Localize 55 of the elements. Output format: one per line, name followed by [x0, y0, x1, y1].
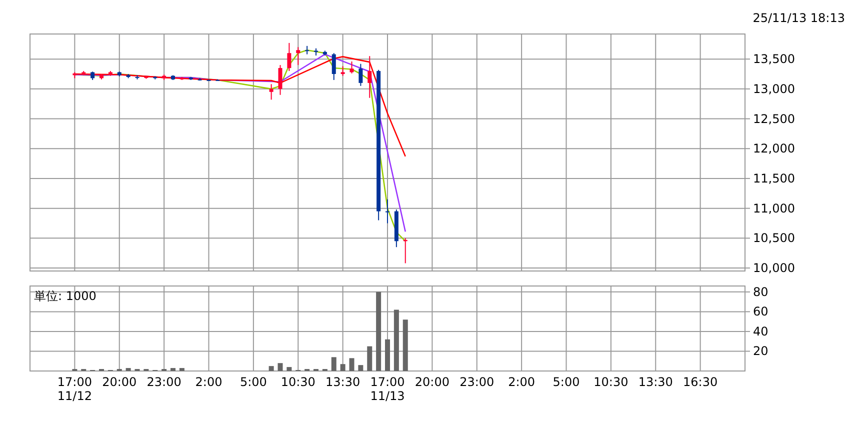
y-tick-label: 10,500 [753, 231, 795, 246]
x-tick-label: 13:30 [638, 375, 673, 389]
bar [340, 364, 346, 371]
candlestick [350, 60, 354, 74]
annotation: 単位: 1000 [34, 289, 96, 303]
candlestick [332, 52, 336, 80]
candlestick [269, 84, 274, 100]
y-tick-label: 11,000 [753, 201, 795, 216]
candlestick [278, 64, 282, 96]
x-tick-label: 10:30 [594, 375, 628, 389]
candlestick [296, 46, 300, 66]
x-tick-label: 2:00 [508, 375, 536, 389]
bar [349, 358, 354, 371]
text: 25/11/13 18:13 [752, 11, 845, 25]
bar [394, 310, 399, 371]
bar [179, 368, 184, 371]
x-tick-label: 20:00 [414, 375, 450, 389]
y-tick-label: 12,000 [753, 142, 795, 156]
candlestick [386, 198, 390, 224]
y-tick-label: 12,500 [753, 112, 795, 126]
x-tick-label: 5:00 [240, 375, 267, 389]
x-tick-label: 20:00 [102, 375, 137, 389]
x-tick-label: 23:00 [146, 375, 182, 389]
bar [385, 339, 390, 371]
bar [278, 363, 283, 371]
bar [331, 357, 336, 371]
bar [268, 366, 274, 371]
x-tick-label: 17:00 11/13 [370, 375, 405, 403]
x-tick-label: 17:00 11/12 [57, 375, 92, 403]
bar [367, 346, 372, 371]
y-tick-label: 80 [753, 284, 768, 299]
candlestick [340, 66, 345, 76]
y-tick-label: 40 [753, 324, 768, 338]
y-tick-label: 13,500 [753, 52, 795, 66]
y-tick-label: 11,500 [753, 171, 795, 186]
bar [358, 365, 364, 371]
bar [126, 368, 131, 371]
y-tick-label: 20 [753, 344, 768, 358]
candlestick [287, 42, 292, 72]
candlestick [358, 63, 363, 86]
x-tick-label: 5:00 [552, 375, 580, 389]
y-tick-label: 13,000 [753, 82, 795, 96]
bar [286, 367, 292, 371]
x-tick-label: 16:30 [683, 375, 718, 389]
candlestick [305, 45, 310, 55]
y-tick-label: 60 [753, 304, 768, 319]
candlestick [368, 56, 372, 98]
bar [376, 292, 382, 371]
bar [170, 368, 176, 371]
x-tick-label: 13:30 [326, 375, 360, 389]
x-tick-label: 10:30 [280, 375, 316, 389]
x-tick-label: 23:00 [460, 375, 494, 389]
x-tick-label: 2:00 [195, 375, 222, 389]
bar [402, 320, 408, 371]
y-tick-label: 10,000 [753, 261, 795, 276]
